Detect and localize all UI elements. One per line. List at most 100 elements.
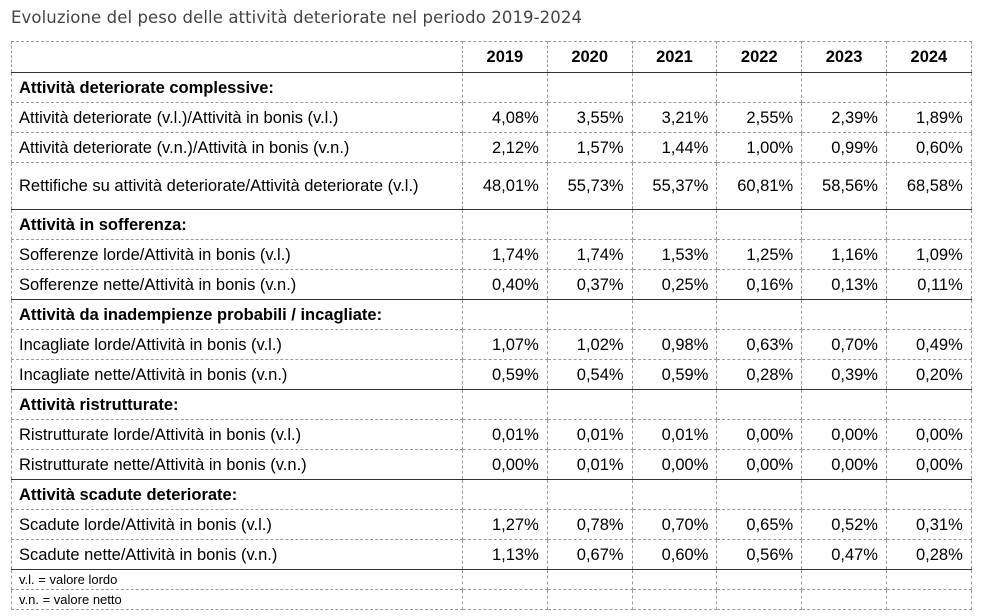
page-title: Evoluzione del peso delle attività deter… (11, 8, 583, 27)
value-cell: 0,70% (801, 329, 887, 360)
empty-cell (462, 389, 548, 420)
empty-cell (885, 72, 972, 103)
value-cell: 0,70% (631, 509, 718, 540)
value-cell: 68,58% (885, 162, 972, 210)
value-cell: 0,00% (716, 449, 803, 480)
value-cell: 0,01% (631, 419, 718, 450)
section-heading: Attività deteriorate complessive: (11, 72, 463, 103)
section-header-row: Attività ristrutturate: (11, 389, 972, 420)
empty-cell (462, 72, 548, 103)
value-cell: 1,07% (462, 329, 548, 360)
value-cell: 4,08% (462, 102, 548, 133)
empty-cell (631, 589, 718, 610)
section-heading: Attività in sofferenza: (11, 209, 463, 240)
section-header-row: Attività in sofferenza: (11, 209, 972, 240)
value-cell: 1,74% (462, 239, 548, 270)
empty-cell (716, 72, 803, 103)
empty-cell (885, 209, 972, 240)
value-cell: 0,00% (631, 449, 718, 480)
table-row: Rettifiche su attività deteriorate/Attiv… (11, 162, 972, 210)
value-cell: 1,09% (885, 239, 972, 270)
empty-cell (801, 389, 887, 420)
section-header-row: Attività deteriorate complessive: (11, 72, 972, 103)
value-cell: 0,01% (546, 449, 633, 480)
value-cell: 1,02% (546, 329, 633, 360)
value-cell: 1,74% (546, 239, 633, 270)
row-label: Ristrutturate lorde/Attività in bonis (v… (11, 419, 463, 450)
empty-cell (716, 479, 803, 510)
empty-cell (885, 589, 972, 610)
value-cell: 0,63% (716, 329, 803, 360)
empty-cell (801, 569, 887, 590)
value-cell: 0,54% (546, 359, 633, 390)
value-cell: 0,99% (801, 132, 887, 163)
value-cell: 1,16% (801, 239, 887, 270)
note-row: v.l. = valore lordo (11, 569, 972, 590)
empty-cell (801, 299, 887, 330)
value-cell: 0,39% (801, 359, 887, 390)
value-cell: 0,16% (716, 269, 803, 300)
value-cell: 0,60% (885, 132, 972, 163)
row-label: Rettifiche su attività deteriorate/Attiv… (11, 162, 463, 210)
table-row: Incagliate lorde/Attività in bonis (v.l.… (11, 329, 972, 360)
value-cell: 3,21% (631, 102, 718, 133)
value-cell: 0,01% (462, 419, 548, 450)
section-header-row: Attività da inadempienze probabili / inc… (11, 299, 972, 330)
empty-cell (546, 479, 633, 510)
empty-cell (885, 389, 972, 420)
value-cell: 0,65% (716, 509, 803, 540)
value-cell: 0,98% (631, 329, 718, 360)
value-cell: 0,60% (631, 539, 718, 570)
value-cell: 55,37% (631, 162, 718, 210)
section-heading: Attività da inadempienze probabili / inc… (11, 299, 463, 330)
value-cell: 1,00% (716, 132, 803, 163)
table-row: Attività deteriorate (v.l.)/Attività in … (11, 102, 972, 133)
empty-cell (801, 479, 887, 510)
table-row: Sofferenze lorde/Attività in bonis (v.l.… (11, 239, 972, 270)
table-row: Sofferenze nette/Attività in bonis (v.n.… (11, 269, 972, 300)
year-header: 2022 (716, 41, 803, 73)
value-cell: 0,28% (885, 539, 972, 570)
row-label: Ristrutturate nette/Attività in bonis (v… (11, 449, 463, 480)
empty-cell (885, 569, 972, 590)
value-cell: 0,59% (462, 359, 548, 390)
empty-cell (546, 589, 633, 610)
value-cell: 0,56% (716, 539, 803, 570)
empty-cell (631, 72, 718, 103)
value-cell: 0,52% (801, 509, 887, 540)
value-cell: 2,55% (716, 102, 803, 133)
table-body: Attività deteriorate complessive: Attivit… (11, 72, 972, 610)
empty-cell (885, 299, 972, 330)
table-row: Ristrutturate nette/Attività in bonis (v… (11, 449, 972, 480)
value-cell: 0,00% (462, 449, 548, 480)
value-cell: 0,67% (546, 539, 633, 570)
value-cell: 0,28% (716, 359, 803, 390)
empty-cell (546, 389, 633, 420)
empty-cell (716, 299, 803, 330)
value-cell: 0,31% (885, 509, 972, 540)
empty-cell (716, 209, 803, 240)
note-row: v.n. = valore netto (11, 589, 972, 610)
empty-cell (546, 569, 633, 590)
value-cell: 0,49% (885, 329, 972, 360)
value-cell: 1,89% (885, 102, 972, 133)
empty-cell (546, 299, 633, 330)
empty-cell (716, 569, 803, 590)
table-row: Scadute nette/Attività in bonis (v.n.) 1,… (11, 539, 972, 570)
row-label: Incagliate lorde/Attività in bonis (v.l.… (11, 329, 463, 360)
value-cell: 1,44% (631, 132, 718, 163)
value-cell: 0,01% (546, 419, 633, 450)
section-heading: Attività ristrutturate: (11, 389, 463, 420)
empty-cell (462, 569, 548, 590)
empty-cell (885, 479, 972, 510)
empty-cell (631, 389, 718, 420)
empty-cell (462, 589, 548, 610)
value-cell: 55,73% (546, 162, 633, 210)
empty-cell (716, 389, 803, 420)
value-cell: 0,40% (462, 269, 548, 300)
value-cell: 1,57% (546, 132, 633, 163)
row-label: Attività deteriorate (v.l.)/Attività in … (11, 102, 463, 133)
section-heading: Attività scadute deteriorate: (11, 479, 463, 510)
empty-cell (631, 209, 718, 240)
empty-cell (462, 209, 548, 240)
